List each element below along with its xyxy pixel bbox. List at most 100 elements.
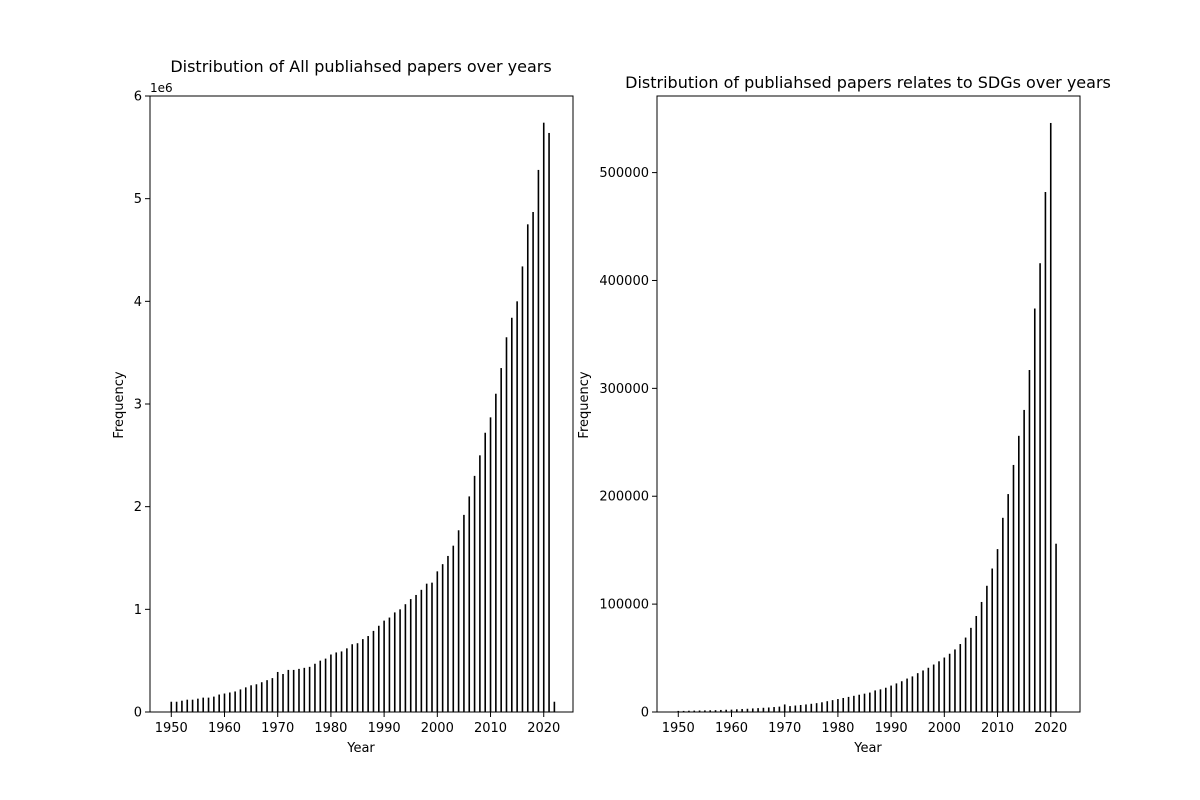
bar-1967 [260, 682, 263, 712]
bar-1999 [938, 661, 940, 712]
bar-1963 [239, 689, 242, 712]
bar-1956 [709, 710, 712, 712]
bar-1958 [213, 696, 215, 712]
bar-1960 [223, 693, 226, 712]
bar-1968 [266, 680, 268, 712]
bar-1990 [890, 685, 892, 712]
y-tick-label: 3 [134, 398, 142, 413]
bar-2006 [975, 615, 978, 712]
bar-1987 [367, 636, 369, 712]
bar-1963 [746, 708, 749, 712]
bar-2015 [1023, 409, 1025, 712]
axis-ticks: 1950 1960 1970 1980 1990 2000 2010 2020 0 1 2 3 4 5 6 [134, 90, 561, 737]
bar-2014 [1018, 435, 1020, 712]
bar-2015 [516, 301, 518, 712]
y-tick-label: 2 [134, 500, 142, 515]
x-tick-label: 1990 [368, 721, 401, 736]
bar-2002 [954, 649, 956, 712]
x-tick-label: 2020 [1034, 721, 1067, 736]
bar-2006 [468, 496, 471, 712]
y-offset-text: 1e6 [150, 81, 173, 95]
bar-1972 [794, 705, 797, 712]
bar-2011 [495, 393, 497, 712]
bar-2012 [500, 368, 502, 712]
bar-1988 [879, 689, 882, 712]
bar-1980 [837, 699, 839, 712]
y-axis-label: Frequency [577, 371, 592, 438]
bar-1959 [725, 709, 727, 712]
bar-2022 [553, 701, 556, 712]
bar-2007 [980, 601, 983, 712]
bar-1969 [271, 678, 274, 712]
bar-2009 [991, 568, 994, 712]
bar-2017 [526, 224, 529, 712]
bar-1988 [372, 630, 375, 712]
bar-1982 [847, 696, 850, 712]
axes-frame [656, 95, 1081, 713]
bar-1964 [244, 687, 247, 712]
bar-1954 [191, 699, 194, 712]
bar-1979 [831, 700, 834, 712]
bar-1990 [383, 620, 385, 712]
bar-1986 [869, 692, 871, 712]
bar-1983 [346, 648, 348, 712]
y-tick-label: 100000 [599, 598, 649, 613]
bar-2017 [1033, 308, 1036, 712]
bar-1998 [932, 664, 935, 712]
bar-1989 [884, 687, 887, 712]
bar-1959 [218, 694, 220, 712]
bar-1998 [425, 583, 428, 712]
bar-1973 [799, 704, 802, 712]
bar-2004 [457, 530, 460, 712]
bar-1952 [688, 710, 690, 712]
y-tick-label: 300000 [599, 382, 649, 397]
bar-1956 [202, 697, 205, 712]
x-tick-label: 1980 [821, 721, 854, 736]
bar-1997 [927, 667, 930, 712]
bar-1957 [714, 710, 717, 712]
bar-1982 [340, 651, 343, 712]
bar-1976 [308, 666, 311, 712]
bar-1999 [431, 582, 433, 712]
bar-1996 [415, 594, 417, 712]
bar-1962 [741, 708, 743, 712]
bar-2005 [463, 514, 465, 712]
bar-2008 [479, 455, 481, 712]
bar-1989 [377, 625, 380, 712]
bar-1995 [916, 673, 919, 712]
bar-1969 [778, 706, 781, 712]
bar-1994 [404, 604, 407, 712]
bar-1962 [234, 691, 236, 712]
bar-1977 [314, 663, 316, 712]
bar-2003 [959, 644, 962, 712]
bar-1991 [388, 617, 391, 712]
bar-2005 [970, 627, 972, 712]
bar-1955 [197, 698, 199, 712]
bar-2014 [511, 317, 513, 712]
x-tick-label: 1970 [261, 721, 294, 736]
bar-1954 [698, 710, 701, 712]
bar-1997 [420, 589, 423, 712]
bar-1975 [810, 703, 813, 712]
x-axis-label: Year [346, 741, 375, 756]
bar-1984 [858, 694, 860, 712]
bar-2007 [473, 475, 476, 712]
x-tick-label: 1980 [314, 721, 347, 736]
chart-title: Distribution of All publiahsed papers ov… [170, 57, 551, 76]
bar-2013 [505, 337, 508, 712]
bar-1970 [783, 704, 786, 712]
y-axis-label: Frequency [112, 371, 127, 438]
bar-1986 [362, 639, 364, 712]
bar-1971 [282, 674, 284, 712]
bars [170, 122, 556, 713]
bar-1968 [773, 707, 775, 712]
bar-1953 [693, 710, 696, 712]
bar-1985 [356, 643, 359, 712]
bar-1960 [730, 709, 733, 712]
bar-2011 [1002, 517, 1004, 712]
bar-2013 [1012, 464, 1015, 712]
bar-1987 [874, 690, 876, 712]
bar-2021 [548, 132, 550, 712]
bar-1991 [895, 683, 898, 712]
